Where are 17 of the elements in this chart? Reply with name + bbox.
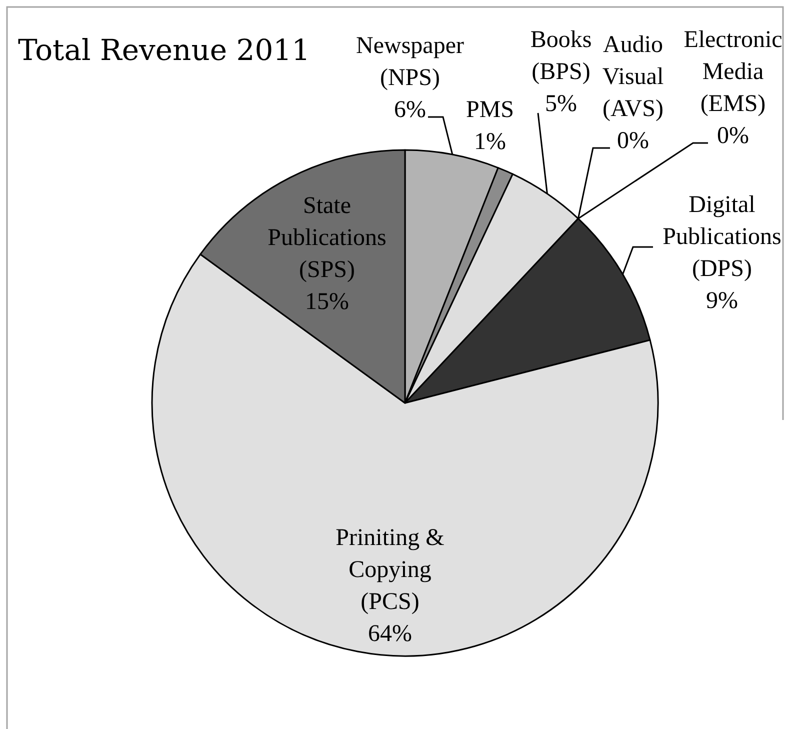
chart-title: Total Revenue 2011 <box>18 33 310 67</box>
slice-label: Digital Publications (DPS) <box>662 192 782 282</box>
data-label: 1% <box>474 129 506 155</box>
text: 0% <box>717 123 749 149</box>
data-label: 9% <box>706 288 738 314</box>
slice-label: State Publications (SPS) <box>268 193 386 283</box>
data-label: 5% <box>545 91 577 117</box>
category-label: Electronic Media (EMS) <box>684 27 782 117</box>
slice-label: Priniting & Copying (PCS) <box>336 525 445 615</box>
text: 0% <box>617 128 649 154</box>
data-label: 15% <box>305 289 349 315</box>
data-label: 64% <box>368 621 412 647</box>
slice-label: Newspaper (NPS) <box>356 33 464 91</box>
category-label: Audio Visual (AVS) <box>602 32 664 122</box>
data-label: 6% <box>394 97 426 123</box>
slice-label: Books (BPS) <box>530 27 592 85</box>
slice-label: PMS <box>466 97 514 123</box>
